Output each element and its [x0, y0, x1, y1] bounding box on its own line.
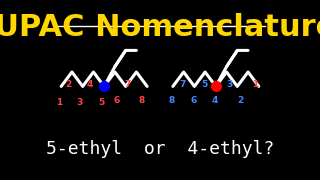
- Text: 3: 3: [76, 98, 83, 107]
- Text: 3: 3: [227, 80, 233, 89]
- Text: 6: 6: [190, 96, 196, 105]
- Text: 8: 8: [139, 96, 145, 105]
- Text: 1: 1: [252, 80, 259, 89]
- Text: 6: 6: [114, 96, 120, 105]
- Text: 2: 2: [237, 96, 244, 105]
- Text: 4: 4: [87, 80, 93, 89]
- Text: 5: 5: [201, 80, 207, 89]
- Text: 8: 8: [169, 96, 175, 105]
- Text: 1: 1: [56, 98, 62, 107]
- Text: 7: 7: [124, 80, 131, 89]
- Text: 4: 4: [212, 96, 218, 105]
- Text: 5: 5: [98, 98, 104, 107]
- Text: 7: 7: [180, 80, 186, 89]
- Text: 2: 2: [66, 80, 72, 89]
- Text: 5-ethyl  or  4-ethyl?: 5-ethyl or 4-ethyl?: [46, 140, 274, 158]
- Text: IUPAC Nomenclature: IUPAC Nomenclature: [0, 13, 320, 42]
